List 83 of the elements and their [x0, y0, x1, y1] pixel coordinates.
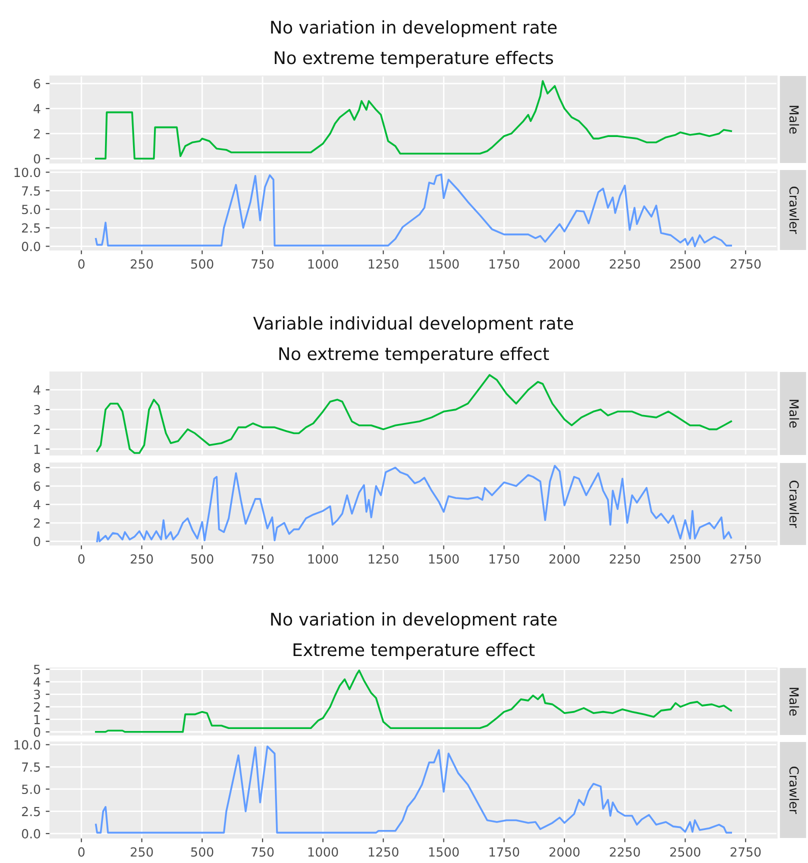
y-tick-label: 6 — [34, 482, 40, 491]
x-tick-label: 250 — [130, 259, 153, 269]
x-tick-label: 2000 — [549, 259, 580, 269]
x-tick-label: 1250 — [368, 259, 398, 269]
line-series — [96, 464, 732, 542]
y-tick-label: 0 — [34, 154, 40, 164]
y-tick-label: 2 — [34, 424, 40, 434]
x-tick-label: 500 — [191, 259, 214, 269]
x-tick-label: 2750 — [730, 259, 761, 269]
y-tick-label: 2.5 — [22, 223, 40, 233]
line-series — [94, 746, 732, 834]
x-tick-label: 1750 — [490, 259, 520, 269]
x-tick-label: 2000 — [549, 554, 580, 564]
y-tick-label: 1 — [34, 444, 40, 454]
y-tick-label: 0.0 — [22, 242, 40, 252]
chart-subtitle: No extreme temperature effect — [279, 346, 549, 364]
y-tick-label: 8 — [34, 463, 40, 473]
y-tick-label: 0.0 — [22, 829, 40, 838]
x-tick-label: 250 — [130, 554, 153, 564]
y-tick-label: 2 — [34, 702, 40, 712]
chart-title: Variable individual development rate — [253, 316, 574, 334]
x-tick-label: 1000 — [308, 259, 338, 269]
y-tick-label: 10.0 — [14, 740, 40, 750]
x-tick-label: 2750 — [730, 554, 761, 564]
y-tick-label: 10.0 — [14, 168, 40, 178]
y-tick-label: 3 — [34, 405, 40, 414]
y-tick-label: 6 — [34, 78, 40, 88]
x-tick-label: 0 — [78, 259, 85, 269]
y-tick-label: 1 — [34, 714, 40, 724]
chart-subtitle: Extreme temperature effect — [294, 642, 535, 660]
y-tick-label: 4 — [34, 677, 40, 687]
y-tick-label: 5.0 — [22, 784, 40, 794]
text: Male — [789, 400, 800, 428]
text: Crawler — [789, 766, 800, 814]
y-tick-label: 4 — [34, 104, 40, 114]
y-tick-label: 0 — [34, 536, 40, 546]
text: Crawler — [789, 480, 800, 528]
y-tick-label: 7.5 — [22, 762, 40, 772]
x-tick-label: 1500 — [429, 847, 459, 857]
x-tick-label: 1500 — [429, 259, 459, 269]
x-tick-label: 2250 — [610, 259, 640, 269]
line-series — [94, 80, 732, 160]
y-tick-label: 0 — [34, 727, 40, 737]
y-tick-label: 5.0 — [22, 204, 40, 214]
line-series — [94, 670, 732, 733]
y-tick-label: 3 — [34, 690, 40, 700]
chart-title: No variation in development rate — [271, 20, 557, 38]
y-tick-label: 7.5 — [22, 186, 40, 196]
x-tick-label: 1250 — [368, 554, 398, 564]
x-tick-label: 2250 — [610, 847, 640, 857]
y-tick-label: 2 — [34, 129, 40, 138]
x-tick-label: 0 — [78, 847, 85, 857]
x-tick-label: 2750 — [730, 847, 761, 857]
line-series — [96, 374, 732, 454]
x-tick-label: 0 — [78, 554, 85, 564]
x-tick-label: 1750 — [490, 847, 520, 857]
chart-subtitle: No extreme temperature effects — [274, 50, 554, 68]
x-tick-label: 2500 — [670, 259, 700, 269]
x-tick-label: 750 — [252, 259, 274, 269]
x-tick-label: 2500 — [670, 847, 700, 857]
x-tick-label: 2250 — [610, 554, 640, 564]
x-tick-label: 500 — [191, 554, 214, 564]
x-tick-label: 1000 — [308, 847, 338, 857]
y-tick-label: 4 — [34, 500, 40, 510]
y-tick-label: 2.5 — [22, 806, 40, 816]
x-tick-label: 1750 — [490, 554, 520, 564]
x-tick-label: 250 — [130, 847, 153, 857]
y-tick-label: 2 — [34, 518, 40, 528]
x-tick-label: 2000 — [549, 847, 580, 857]
x-tick-label: 2500 — [670, 554, 700, 564]
x-tick-label: 750 — [252, 554, 274, 564]
x-tick-label: 1250 — [368, 847, 398, 857]
line-series — [94, 174, 732, 248]
text: Crawler — [789, 186, 800, 234]
chart-title: No variation in development rate — [271, 612, 557, 630]
text: Male — [789, 688, 800, 716]
y-tick-label: 5 — [34, 664, 40, 674]
x-tick-label: 1500 — [429, 554, 459, 564]
text: Male — [789, 106, 800, 134]
x-tick-label: 1000 — [308, 554, 338, 564]
x-tick-label: 750 — [252, 847, 274, 857]
x-tick-label: 500 — [191, 847, 214, 857]
y-tick-label: 4 — [34, 385, 40, 395]
